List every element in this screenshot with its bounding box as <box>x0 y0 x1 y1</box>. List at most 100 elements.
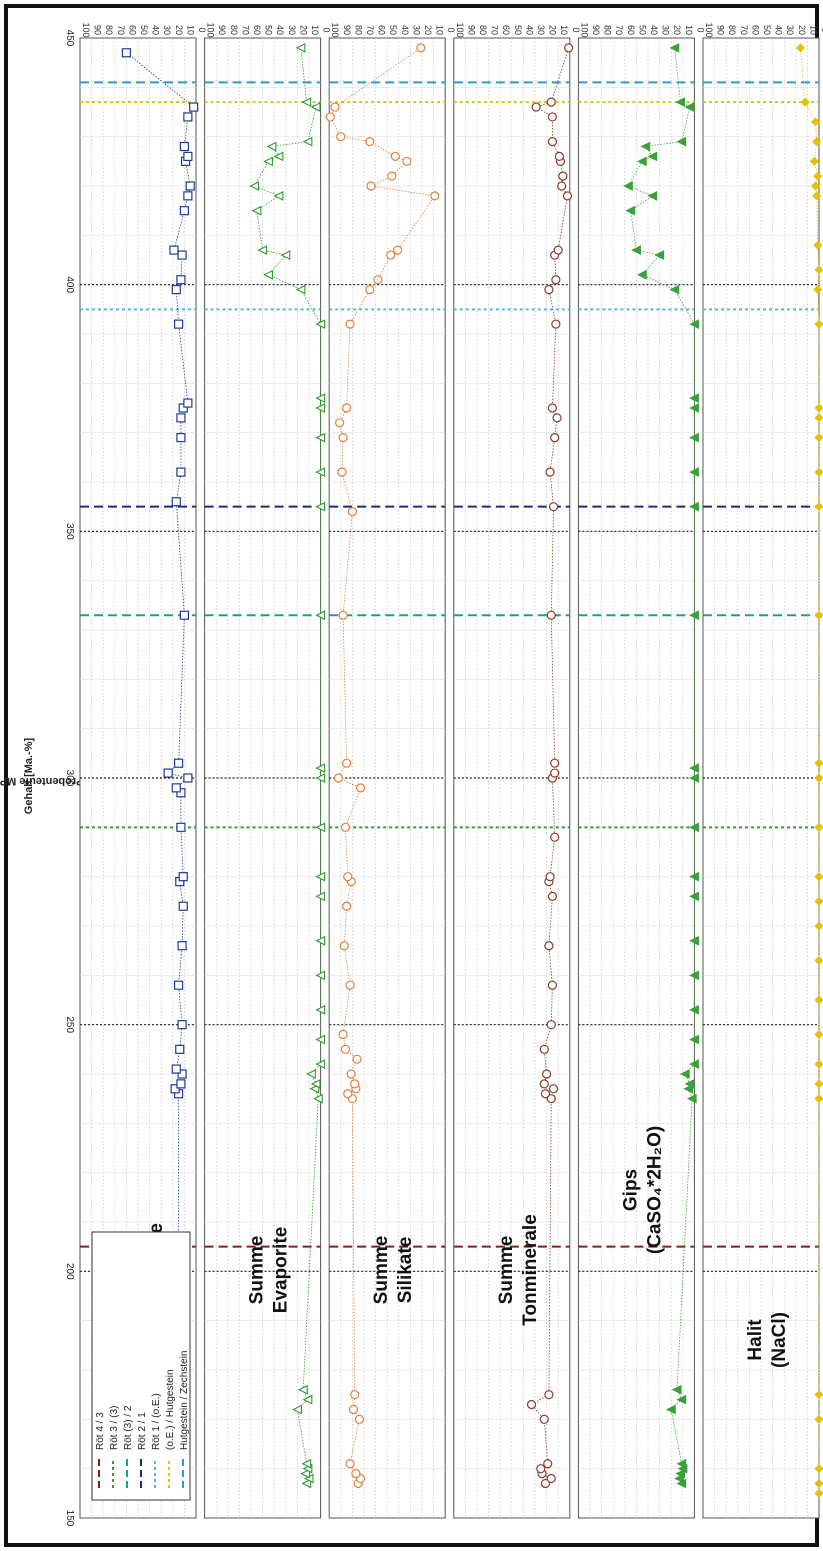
data-point <box>636 269 647 280</box>
data-point <box>689 610 699 621</box>
data-point <box>647 151 658 162</box>
data-point <box>547 112 558 122</box>
data-point <box>338 610 348 620</box>
data-point <box>813 285 823 295</box>
value-tick-label: 40 <box>524 25 534 35</box>
panel-title-line: Summe <box>247 1236 268 1305</box>
data-point <box>176 275 186 285</box>
data-point <box>176 433 186 443</box>
value-tick-label: 40 <box>774 25 784 35</box>
data-point <box>177 941 187 951</box>
data-point <box>544 285 554 295</box>
data-point <box>315 403 326 413</box>
data-point <box>814 1079 823 1089</box>
data-point <box>814 955 823 966</box>
data-point <box>402 156 412 166</box>
value-tick-label: 30 <box>411 25 421 35</box>
data-point <box>315 871 326 882</box>
value-tick-label: 50 <box>513 25 523 35</box>
data-point <box>814 433 823 443</box>
data-point <box>340 822 351 832</box>
value-tick-label: 70 <box>614 25 624 35</box>
panel-title-line: (NaCl) <box>769 1312 790 1368</box>
panel-title: Gips (CaSO₄*2H₂O) <box>620 1126 665 1254</box>
value-tick-label: 60 <box>377 25 387 35</box>
data-point <box>365 137 375 147</box>
data-point <box>337 467 347 477</box>
data-point <box>689 970 699 981</box>
data-point <box>689 763 699 774</box>
data-point <box>554 151 564 161</box>
data-point <box>800 97 810 107</box>
data-point <box>373 275 383 285</box>
value-tick-label: 70 <box>490 25 500 35</box>
data-point <box>177 1020 187 1030</box>
data-point <box>315 501 326 512</box>
data-point <box>179 141 189 152</box>
value-tick-label: 90 <box>93 25 103 35</box>
data-point <box>185 181 195 191</box>
value-tick-label: 40 <box>649 25 659 35</box>
data-point <box>345 319 355 329</box>
data-point <box>174 758 184 768</box>
data-point <box>814 1029 823 1040</box>
value-tick-label: 0 <box>197 27 207 32</box>
depth-tick-label: 450 <box>64 30 75 47</box>
data-point <box>526 1399 537 1410</box>
data-point <box>813 240 823 250</box>
legend-entry: Röt (3) / 2 <box>123 1405 134 1450</box>
legend: Röt 4 / 3 Röt 3 / (3) Röt (3) / 2 Röt 2 / 1… <box>91 1231 191 1501</box>
value-tick-label: 10 <box>185 25 195 35</box>
panel-title: Halit (NaCl) <box>745 1312 790 1368</box>
data-point <box>315 935 326 946</box>
data-point <box>345 980 355 990</box>
panel-title-line: Tonminerale <box>520 1214 541 1326</box>
data-point <box>315 1004 326 1015</box>
data-point <box>543 1459 553 1469</box>
data-point <box>809 156 819 166</box>
value-tick-label: 80 <box>353 25 363 35</box>
data-point <box>315 467 326 478</box>
data-point <box>338 1029 348 1040</box>
value-tick-label: 50 <box>762 25 772 35</box>
value-tick-label: 80 <box>727 25 737 35</box>
data-point <box>169 245 179 255</box>
data-point <box>564 43 574 53</box>
data-point <box>163 768 173 778</box>
data-point <box>814 610 823 620</box>
data-point <box>540 1478 551 1489</box>
data-point <box>553 245 563 255</box>
value-tick-label: 20 <box>672 25 682 35</box>
data-point <box>178 901 188 911</box>
data-point <box>347 507 357 517</box>
data-point <box>551 275 561 285</box>
data-point <box>306 1069 316 1079</box>
data-point <box>179 610 189 620</box>
data-point <box>297 1384 308 1395</box>
data-point <box>183 191 193 201</box>
data-point <box>689 822 699 833</box>
data-point <box>416 43 426 53</box>
data-point <box>689 403 699 413</box>
value-tick-label: 0 <box>820 27 823 32</box>
panel-title-line: Silikate <box>395 1237 416 1304</box>
legend-entry: Röt 3 / (3) <box>109 1406 120 1450</box>
data-point <box>812 191 822 201</box>
data-point <box>338 433 348 443</box>
data-point <box>686 1093 697 1104</box>
data-point <box>544 1390 554 1400</box>
data-point <box>552 413 562 423</box>
depth-tick-label: 300 <box>64 770 75 787</box>
data-point <box>813 171 823 181</box>
data-point <box>814 822 823 832</box>
value-tick-label: 10 <box>435 25 445 35</box>
data-point <box>636 156 647 167</box>
data-point <box>814 773 823 783</box>
data-point <box>176 1079 186 1089</box>
data-point <box>251 205 262 216</box>
data-point <box>183 773 193 783</box>
value-tick-label: 100 <box>579 22 589 37</box>
panel-title-line: Halit <box>745 1319 766 1361</box>
